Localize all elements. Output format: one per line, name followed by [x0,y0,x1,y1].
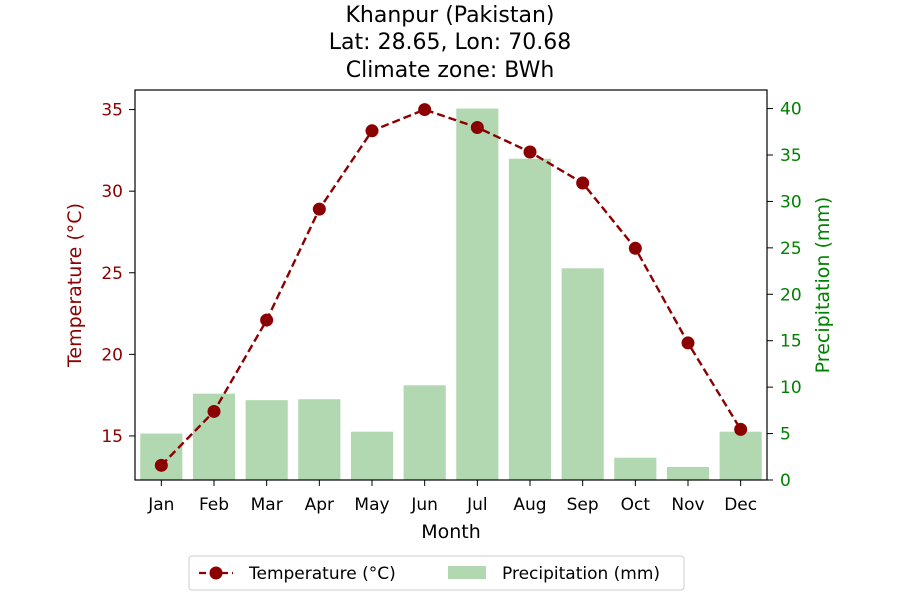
temperature-axis-label: Temperature (°C) [64,203,86,368]
temperature-point [734,422,748,436]
legend-temperature-marker [209,566,223,580]
month-tick-label: Sep [567,495,599,515]
temperature-tick-label: 25 [101,264,123,284]
precipitation-tick-label: 20 [780,285,802,305]
temperature-tick-label: 20 [101,345,123,365]
temperature-point [154,458,168,472]
temperature-tick-label: 15 [101,427,123,447]
month-tick-label: Jul [466,495,488,515]
temperature-point [628,241,642,255]
month-tick-label: Mar [251,495,283,515]
month-tick-label: Jun [410,495,438,515]
precipitation-bar [456,108,499,481]
chart-title-line: Lat: 28.65, Lon: 70.68 [329,30,571,55]
temperature-point [260,313,274,327]
legend-temperature-label: Temperature (°C) [248,564,396,584]
precipitation-bar [719,431,762,480]
legend-box [188,555,685,591]
temperature-point [365,124,379,138]
chart-title-line: Khanpur (Pakistan) [345,3,554,28]
precipitation-bar [666,467,710,480]
month-tick-label: Jan [147,495,174,515]
precipitation-tick-label: 5 [780,425,791,445]
temperature-point [523,145,537,159]
temperature-tick-label: 35 [101,101,123,121]
precipitation-bar [508,158,552,480]
precipitation-bar [614,457,657,480]
precipitation-bar [298,399,341,480]
precipitation-tick-label: 25 [780,239,802,259]
precipitation-bar [561,268,604,480]
month-tick-label: Nov [671,495,704,515]
legend: Temperature (°C) Precipitation (mm) [188,555,685,591]
plot-frame [134,89,768,481]
month-axis-label: Month [421,521,481,543]
precipitation-tick-label: 0 [780,471,791,491]
month-tick-label: Aug [513,495,546,515]
month-axis: Jan Feb Mar Apr May Jun Jul Aug Sep Oct Nov Dec [147,480,757,515]
temperature-point [470,121,484,135]
temperature-point [418,103,432,117]
precipitation-tick-label: 35 [780,146,802,166]
precipitation-axis-label: Precipitation (mm) [812,197,834,374]
temperature-series [154,103,748,472]
temperature-axis: 15 20 25 30 35 [101,101,135,447]
month-tick-label: Apr [305,495,334,515]
month-tick-label: Oct [621,495,651,515]
temperature-point [207,404,221,418]
precipitation-bar [245,400,288,480]
precipitation-bars [140,108,762,481]
chart-title-line: Climate zone: BWh [346,58,555,83]
precipitation-bar [350,431,394,480]
temperature-point [312,202,326,216]
precipitation-tick-label: 40 [780,100,802,120]
legend-precipitation-label: Precipitation (mm) [502,564,660,584]
precipitation-tick-label: 10 [780,378,802,398]
temperature-line [160,108,742,467]
precipitation-tick-label: 30 [780,192,802,212]
precipitation-tick-label: 15 [780,332,802,352]
legend-precipitation-swatch [448,566,486,579]
precipitation-bar [403,385,446,480]
month-tick-label: Feb [199,495,229,515]
precipitation-axis: 0 5 10 15 20 25 30 35 40 [767,100,802,491]
chart-title: Khanpur (Pakistan) Lat: 28.65, Lon: 70.6… [329,3,571,83]
temperature-point [576,176,590,190]
temperature-point [681,336,695,350]
month-tick-label: May [354,495,389,515]
month-tick-label: Dec [724,495,757,515]
precipitation-bar [140,433,183,480]
temperature-tick-label: 30 [101,182,123,202]
